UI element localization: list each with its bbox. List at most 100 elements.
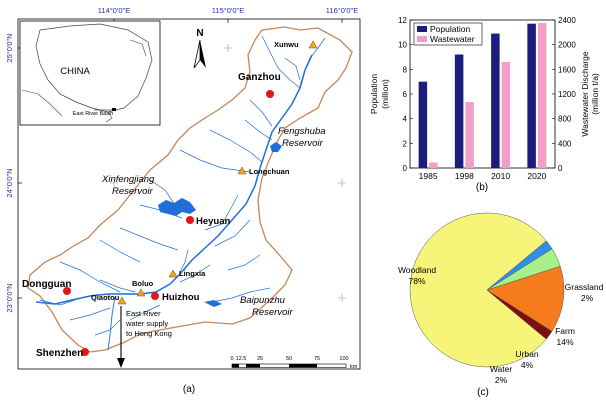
left-tick-label: 10 bbox=[398, 41, 407, 50]
xinfengjiang-reservoir-shape bbox=[158, 198, 196, 216]
water-supply-label-2: water supply bbox=[125, 319, 168, 328]
legend-label-wastewater: Wastewater bbox=[430, 34, 475, 44]
left-tick-label: 8 bbox=[403, 65, 408, 74]
reservoir-label-fengshuba-2: Reservoir bbox=[282, 138, 323, 149]
pie-pct-water: 2% bbox=[495, 375, 508, 385]
reservoir-label-fengshuba-1: Fengshuba bbox=[278, 126, 326, 137]
pie-name-urban: Urban bbox=[515, 349, 538, 359]
baipunzhu-reservoir-shape bbox=[204, 300, 222, 307]
station-marker-xunwu bbox=[308, 40, 318, 49]
reservoir-label-baipunzhu-1: Baipunzhu bbox=[240, 295, 286, 306]
scale-tick-25: 25 bbox=[257, 356, 263, 362]
lon-tick-115: 115°0'0"E bbox=[212, 6, 244, 15]
city-label-shenzhen: Shenzhen bbox=[36, 348, 83, 359]
pie-pct-farm: 14% bbox=[556, 337, 573, 347]
inset-map bbox=[19, 20, 161, 126]
city-label-ganzhou: Ganzhou bbox=[238, 72, 281, 83]
water-supply-label-3: to Hong Kong bbox=[126, 329, 172, 338]
pie-chart: Woodland 78% Grassland 2% Farm 14% Urban… bbox=[398, 212, 604, 398]
bar-wastewater-1998 bbox=[465, 102, 474, 168]
station-label-qiaotou: Qiaotou bbox=[91, 293, 120, 302]
reservoir-label-xinfengjiang-1: Xinfengjiang bbox=[101, 174, 155, 185]
legend-swatch-wastewater bbox=[417, 36, 427, 42]
reservoir-label-xinfengjiang-2: Reservoir bbox=[112, 186, 153, 197]
scale-bar bbox=[231, 363, 347, 368]
lat-tick-24: 24°0'0"N bbox=[5, 168, 14, 197]
station-label-longchuan: Longchuan bbox=[249, 167, 290, 176]
lon-tick-114: 114°0'0"E bbox=[98, 6, 130, 15]
scale-tick-50: 50 bbox=[286, 356, 292, 362]
panel-label-a: (a) bbox=[183, 384, 195, 395]
station-label-xunwu: Xunwu bbox=[274, 40, 299, 49]
station-marker-qiaotou bbox=[117, 296, 127, 305]
right-tick-label: 1600 bbox=[558, 65, 576, 74]
panel-label-c: (c) bbox=[477, 387, 489, 398]
east-river-main bbox=[35, 54, 313, 305]
city-dot-huizhou bbox=[151, 292, 159, 300]
left-tick-label: 6 bbox=[403, 90, 408, 99]
bar-wastewater-1985 bbox=[429, 162, 438, 168]
station-marker-longchuan bbox=[237, 166, 247, 175]
scale-unit: km bbox=[350, 364, 358, 370]
left-tick-label: 12 bbox=[398, 16, 407, 25]
right-tick-label: 2400 bbox=[558, 16, 576, 25]
left-tick-label: 0 bbox=[403, 164, 408, 173]
right-axis-title-2: (million t/a) bbox=[590, 73, 600, 115]
bar-population-1985 bbox=[418, 81, 428, 168]
category-label-2020: 2020 bbox=[527, 171, 546, 181]
basin-boundary bbox=[27, 26, 353, 353]
water-supply-arrow bbox=[117, 306, 125, 368]
scale-tick-100: 100 bbox=[339, 356, 348, 362]
fengshuba-reservoir-shape bbox=[270, 142, 282, 152]
city-dot-dongguan bbox=[63, 287, 71, 295]
city-dot-ganzhou bbox=[266, 90, 274, 98]
bar-wastewater-2010 bbox=[501, 61, 511, 168]
pie-pct-urban: 4% bbox=[521, 360, 534, 370]
station-label-lingxia: Lingxia bbox=[179, 269, 206, 278]
water-supply-channel bbox=[107, 296, 116, 351]
station-marker-boluo bbox=[136, 288, 146, 297]
lat-tick-25: 25°0'0"N bbox=[5, 33, 14, 62]
legend-swatch-population bbox=[417, 26, 427, 32]
pie-name-grassland: Grassland bbox=[565, 282, 604, 292]
bar-population-2010 bbox=[491, 33, 500, 168]
legend-label-population: Population bbox=[430, 24, 470, 34]
water-supply-label-1: East River bbox=[126, 309, 161, 318]
category-label-1985: 1985 bbox=[419, 171, 438, 181]
station-label-boluo: Boluo bbox=[132, 279, 154, 288]
bar-population-2020 bbox=[527, 23, 536, 169]
pie-slice-farm bbox=[486, 265, 565, 332]
pie-name-water: Water bbox=[490, 364, 513, 374]
pie-pct-woodland: 78% bbox=[408, 276, 425, 286]
bar-legend bbox=[413, 22, 483, 46]
pie-name-farm: Farm bbox=[555, 326, 575, 336]
lat-tick-23: 23°0'0"N bbox=[5, 283, 14, 312]
left-tick-label: 4 bbox=[403, 115, 408, 124]
category-label-1998: 1998 bbox=[455, 171, 474, 181]
left-axis-title-1: Population bbox=[369, 74, 379, 114]
north-label: N bbox=[196, 28, 203, 39]
bar-wastewater-2020 bbox=[537, 23, 547, 169]
pie-slice-water bbox=[486, 240, 553, 291]
pie-pct-grassland: 2% bbox=[581, 293, 594, 303]
right-axis-title-1: Wastewater Discharge bbox=[580, 51, 590, 136]
right-tick-label: 0 bbox=[558, 164, 563, 173]
inset-basin-label: East River Basin bbox=[73, 111, 114, 117]
right-tick-label: 400 bbox=[558, 139, 572, 148]
left-tick-label: 2 bbox=[403, 139, 408, 148]
left-axis-title-2: (million) bbox=[380, 79, 390, 109]
right-tick-label: 1200 bbox=[558, 90, 576, 99]
panel-label-b: (b) bbox=[476, 182, 488, 193]
basin-map: 114°0'0"E 115°0'0"E 116°0'0"E 25°0'0"N 2… bbox=[5, 6, 361, 395]
lon-tick-116: 116°0'0"E bbox=[326, 6, 358, 15]
scale-tick-0: 0 bbox=[230, 356, 233, 362]
inset-country-label: CHINA bbox=[60, 66, 90, 77]
right-tick-label: 2000 bbox=[558, 41, 576, 50]
station-marker-lingxia bbox=[168, 269, 178, 278]
north-arrow-icon bbox=[193, 39, 206, 69]
right-tick-label: 800 bbox=[558, 115, 572, 124]
city-dot-shenzhen bbox=[81, 348, 89, 356]
city-label-huizhou: Huizhou bbox=[162, 292, 200, 303]
scale-tick-75: 75 bbox=[314, 356, 320, 362]
